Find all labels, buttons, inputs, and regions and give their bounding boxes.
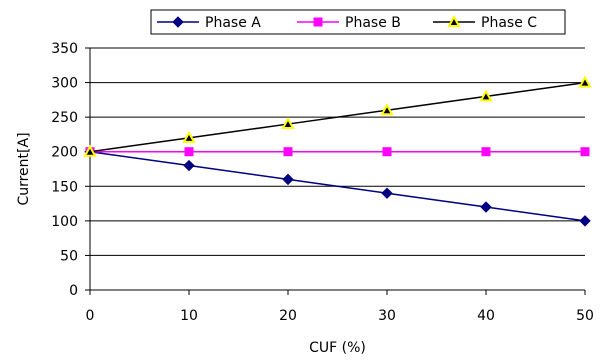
y-axis-title: Current[A] xyxy=(16,132,32,205)
y-tick-label: 200 xyxy=(51,145,78,161)
y-tick-label: 350 xyxy=(51,41,78,57)
legend-label: Phase B xyxy=(345,15,401,31)
data-point xyxy=(382,147,392,157)
legend-label: Phase A xyxy=(205,15,261,31)
data-point xyxy=(182,130,196,143)
data-point xyxy=(283,147,293,157)
data-point xyxy=(380,103,394,116)
x-tick-label: 20 xyxy=(279,308,297,324)
x-tick-label: 50 xyxy=(576,308,594,324)
data-point xyxy=(579,215,591,227)
series-line xyxy=(89,81,586,153)
legend-item: Phase A xyxy=(157,15,261,31)
x-tick-label: 40 xyxy=(477,308,495,324)
series-2 xyxy=(85,147,590,157)
series-line xyxy=(89,150,586,222)
legend-item: Phase B xyxy=(297,15,401,31)
legend-items: Phase A Phase B Phase C xyxy=(157,14,537,31)
y-tick-label: 100 xyxy=(51,214,78,230)
data-point xyxy=(83,144,97,157)
data-point xyxy=(381,187,393,199)
legend-marker xyxy=(447,14,461,27)
legend-label: Phase C xyxy=(481,15,537,31)
x-axis-title: CUF (%) xyxy=(309,340,366,356)
y-tick-label: 250 xyxy=(51,110,78,126)
x-tick-label: 10 xyxy=(180,308,198,324)
data-point xyxy=(281,116,295,130)
series-3 xyxy=(83,75,592,157)
y-tick-label: 50 xyxy=(60,248,78,264)
data-point xyxy=(184,147,194,157)
y-tick-label: 300 xyxy=(51,76,78,92)
data-point xyxy=(578,75,592,88)
legend-item: Phase C xyxy=(433,14,537,31)
x-tick-label: 30 xyxy=(378,308,396,324)
y-tick-label: 150 xyxy=(51,179,78,195)
series-group xyxy=(83,75,592,227)
data-point xyxy=(282,173,294,186)
axes xyxy=(89,48,585,291)
tick-labels: 0 50 100 150 200 250 300 350 0 10 20 30 40 50 xyxy=(51,41,594,324)
data-point xyxy=(481,147,491,157)
legend: Phase A Phase B Phase C xyxy=(150,9,566,35)
legend-box xyxy=(150,9,566,35)
legend-marker xyxy=(313,17,323,27)
legend-marker xyxy=(172,16,184,28)
data-point xyxy=(183,159,195,172)
x-tick-label: 0 xyxy=(86,308,95,324)
data-point xyxy=(479,89,493,102)
data-point xyxy=(580,147,590,157)
data-point xyxy=(480,201,492,213)
y-tick-label: 0 xyxy=(69,283,78,299)
